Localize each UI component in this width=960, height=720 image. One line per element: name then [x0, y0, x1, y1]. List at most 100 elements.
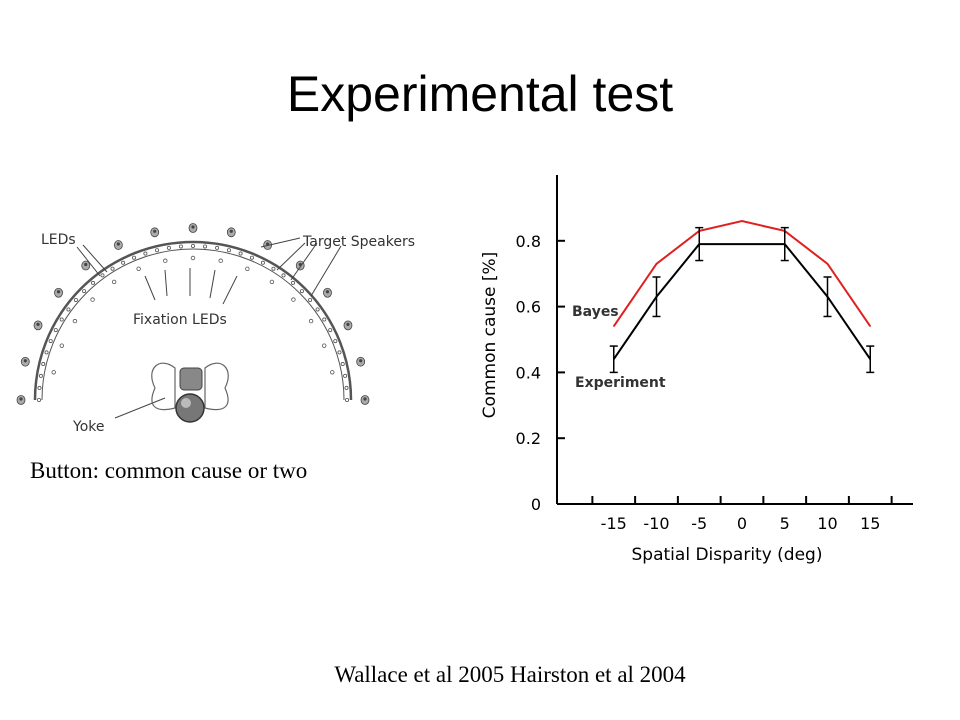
led-dot: [238, 251, 243, 256]
led-dot: [315, 307, 320, 312]
led-dot: [44, 350, 49, 355]
fixation-led-dot: [218, 258, 223, 263]
fixation-led-dot: [269, 279, 275, 285]
series-point-bayes: [656, 263, 657, 265]
leds-label: LEDs: [41, 232, 76, 248]
caption-button-instruction: Button: common cause or two: [30, 458, 308, 483]
fixation-led-dot: [321, 343, 327, 348]
citation: Wallace et al 2005 Hairston et al 2004: [334, 662, 686, 687]
leds-leader-2: [76, 246, 101, 277]
led-dot: [132, 255, 137, 260]
speaker-icon: [343, 320, 353, 331]
led-dot: [178, 244, 183, 249]
led-dot: [226, 248, 231, 253]
error-bar: [780, 226, 789, 262]
fixation-led-dot: [245, 266, 250, 272]
speakers-leader-2: [276, 242, 306, 271]
led-dot: [166, 245, 171, 250]
speaker-icon: [356, 356, 366, 367]
led-dot: [343, 373, 348, 378]
y-tick-label: 0.8: [516, 232, 541, 251]
fixation-led-dot: [291, 297, 296, 302]
leds-leader-1: [82, 244, 108, 273]
led-dot: [215, 245, 220, 250]
led-dot: [100, 273, 105, 278]
outer-arc: [33, 240, 353, 401]
fixation-led-dot: [59, 343, 65, 348]
speaker-icon: [226, 227, 236, 238]
experimental-setup-diagram: LEDs Target Speakers Fixation LEDs Yoke: [16, 223, 415, 435]
speaker-icon: [33, 320, 43, 331]
fixation-led-dot: [136, 266, 141, 272]
led-dot: [308, 297, 313, 302]
fixation-led-dot: [90, 297, 95, 302]
fixation-led-dot: [308, 318, 314, 324]
led-dot: [73, 297, 78, 302]
fixation-led-dot: [190, 255, 196, 261]
x-tick-label: 15: [860, 514, 880, 533]
speakers-leader-1: [260, 237, 301, 248]
series-point-bayes: [869, 325, 871, 327]
y-tick-label: 0.2: [516, 429, 541, 448]
fixation-led-dot: [111, 279, 117, 285]
led-dot: [37, 385, 42, 390]
fixation-leader-2: [164, 269, 168, 297]
led-dot: [66, 307, 71, 312]
led-dot: [333, 339, 338, 344]
x-axis-label: Spatial Disparity (deg): [632, 545, 823, 565]
led-dot: [190, 243, 195, 248]
yoke-head: [151, 362, 229, 423]
fixation-led-dot: [330, 370, 335, 375]
led-dot: [90, 280, 95, 285]
chart-series: Bayes Experiment: [572, 220, 875, 391]
error-bar: [652, 276, 661, 318]
series-point-bayes: [613, 325, 615, 327]
fixation-led-dots: [51, 255, 335, 375]
led-dot: [328, 328, 333, 333]
led-dot: [53, 328, 58, 333]
series-point-bayes: [827, 263, 828, 265]
target-speakers-label: Target Speakers: [302, 234, 415, 250]
inner-arc: [41, 248, 345, 401]
series-point-bayes: [741, 220, 743, 222]
series-label-bayes: Bayes: [572, 304, 619, 320]
led-dot: [82, 289, 87, 294]
fixation-led-dot: [51, 370, 56, 375]
speaker-icon: [20, 356, 30, 367]
led-dot: [344, 385, 349, 390]
speaker-icon: [54, 287, 63, 298]
led-dot: [344, 397, 349, 402]
led-dot: [155, 248, 160, 253]
speakers-leader-4: [310, 245, 342, 297]
speaker-arc: [33, 240, 353, 401]
led-dot: [143, 251, 148, 256]
speaker-icon: [360, 395, 370, 405]
chart-axes: 0 0.2 0.4 0.6 0.8 -15 -10 -5 0 5 10 15: [516, 175, 913, 533]
led-dot: [281, 273, 286, 278]
speaker-icon: [150, 227, 160, 238]
fixation-leader-1: [144, 275, 156, 301]
fixation-leader-5: [222, 275, 238, 305]
error-bar: [823, 276, 832, 318]
led-dot: [249, 255, 254, 260]
led-dot: [48, 339, 53, 344]
fixation-led-dot: [72, 318, 78, 324]
yoke-label: Yoke: [72, 419, 104, 435]
y-tick-label: 0.6: [516, 298, 541, 317]
error-bar: [866, 345, 875, 374]
x-tick-label: 0: [737, 514, 747, 533]
led-dot: [59, 317, 64, 322]
x-tick-label: -5: [691, 514, 707, 533]
y-tick-label: 0: [531, 495, 541, 514]
x-tick-label: -10: [643, 514, 669, 533]
speaker-icon: [81, 260, 91, 271]
led-dot: [271, 266, 276, 271]
led-dot: [340, 362, 345, 367]
y-axis-label: Common cause [%]: [480, 252, 500, 419]
led-dot: [38, 373, 43, 378]
led-dots: [36, 243, 349, 402]
x-tick-label: 10: [817, 514, 837, 533]
y-tick-label: 0.4: [516, 363, 541, 382]
led-dot: [337, 350, 342, 355]
led-dot: [203, 244, 208, 249]
